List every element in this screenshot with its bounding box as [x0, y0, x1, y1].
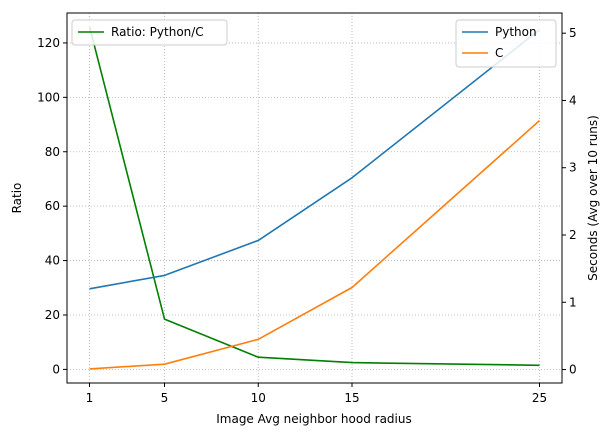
- left-tick-label: 60: [45, 199, 60, 213]
- right-tick-label: 0: [569, 363, 577, 377]
- x-tick-label: 1: [86, 391, 94, 405]
- left-y-axis: 0 20 40 60 80 100 120: [37, 36, 67, 376]
- right-tick-label: 1: [569, 295, 577, 309]
- right-tick-label: 2: [569, 228, 577, 242]
- left-tick-label: 120: [37, 36, 60, 50]
- legend-left: Ratio: Python/C: [71, 19, 228, 46]
- x-axis-label: Image Avg neighbor hood radius: [216, 412, 412, 426]
- x-tick-label: 25: [532, 391, 547, 405]
- plot-frame: [66, 12, 563, 384]
- left-tick-label: 80: [45, 145, 60, 159]
- right-y-axis-label: Seconds (Avg over 10 runs): [586, 115, 600, 281]
- series-line-c: [89, 120, 541, 370]
- legend-left-box: [71, 19, 228, 46]
- right-y-axis: 0 1 2 3 4 5: [562, 26, 577, 377]
- series-line-python: [89, 29, 540, 290]
- right-tick-label: 5: [569, 26, 577, 40]
- left-tick-label: 20: [45, 308, 60, 322]
- x-tick-label: 10: [251, 391, 266, 405]
- legend-label-c: C: [495, 46, 503, 60]
- left-y-axis-label: Ratio: [10, 183, 24, 214]
- series-line-ratio-python-c: [88, 26, 540, 367]
- x-tick-label: 5: [161, 391, 169, 405]
- x-tick-label: 15: [344, 391, 359, 405]
- left-tick-label: 40: [45, 254, 60, 268]
- right-tick-label: 3: [569, 161, 577, 175]
- x-axis: 1 5 10 15 25: [86, 383, 547, 405]
- legend-right: Python C: [455, 19, 557, 68]
- right-tick-label: 4: [569, 93, 577, 107]
- series-layer: [88, 26, 541, 370]
- left-tick-label: 100: [37, 90, 60, 104]
- legend-label-python: Python: [495, 25, 537, 39]
- legend-label-ratio-python-c: Ratio: Python/C: [111, 25, 204, 39]
- left-tick-label: 0: [52, 362, 60, 376]
